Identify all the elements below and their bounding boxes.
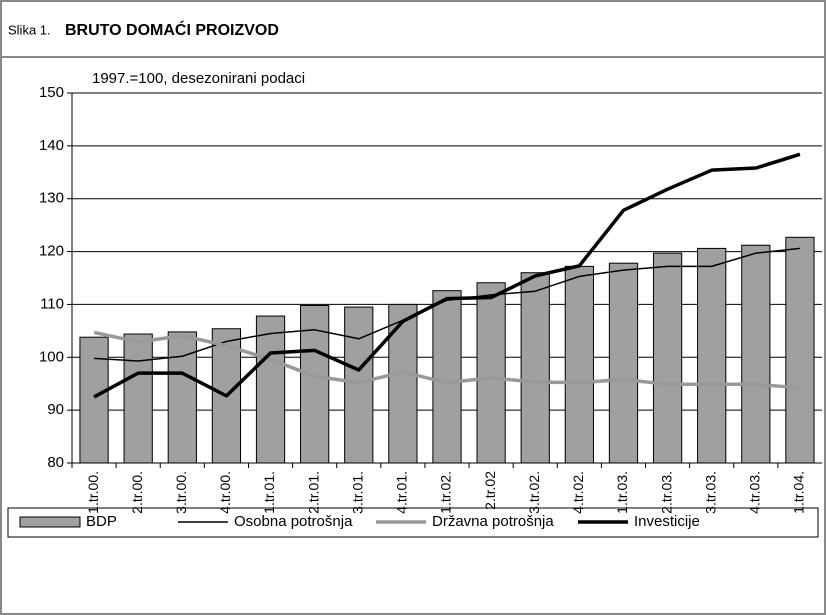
chart-title: BRUTO DOMAĆI PROIZVOD (65, 20, 279, 39)
legend-label: BDP (86, 513, 117, 530)
y-tick-label: 120 (39, 243, 64, 260)
bar (255, 315, 286, 464)
bar (79, 336, 109, 464)
bar (741, 244, 771, 464)
y-tick-label: 110 (40, 295, 64, 312)
x-tick-label: 3.tr.00. (173, 471, 189, 514)
legend-label: Investicije (634, 513, 700, 530)
y-tick-label: 150 (39, 84, 64, 101)
x-tick-label: 3.tr.02. (526, 471, 542, 514)
y-tick-label: 140 (39, 137, 64, 154)
x-tick-label: 1.tr.03. (614, 471, 630, 514)
bar (344, 306, 374, 464)
bar (476, 282, 506, 464)
bar (652, 252, 683, 464)
y-tick-label: 100 (39, 348, 64, 365)
legend-label: Državna potrošnja (432, 513, 554, 530)
line (93, 330, 801, 390)
x-tick-label: 2.tr.02 (482, 471, 498, 510)
bar (564, 265, 594, 464)
x-tick-label: 1.tr.04. (791, 471, 807, 514)
bar (123, 333, 153, 464)
bar (167, 331, 197, 464)
bar (520, 272, 550, 464)
x-tick-label: 2.tr.00. (129, 471, 145, 514)
x-tick-label: 1.tr.01. (261, 471, 277, 514)
x-tick-label: 4.tr.00. (217, 471, 233, 514)
y-tick-label: 80 (47, 454, 64, 471)
y-tick-label: 130 (39, 190, 64, 207)
line (93, 152, 801, 399)
bar (697, 247, 727, 464)
bar (608, 262, 639, 464)
y-tick-label: 90 (47, 401, 64, 418)
figure-label: Slika 1. (8, 22, 51, 37)
x-tick-label: 1.tr.00. (85, 471, 101, 514)
bar (388, 303, 418, 464)
legend-label: Osobna potrošnja (234, 513, 353, 530)
legend-swatch (19, 516, 81, 528)
bar (785, 236, 815, 464)
x-tick-label: 3.tr.03. (702, 471, 718, 514)
bar (432, 290, 462, 464)
x-tick-label: 4.tr.03. (747, 471, 763, 514)
x-tick-label: 2.tr.01. (305, 471, 321, 514)
subtitle: 1997.=100, desezonirani podaci (92, 70, 305, 87)
x-tick-label: 4.tr.02. (570, 471, 586, 514)
x-tick-label: 4.tr.01. (394, 471, 410, 514)
x-tick-label: 3.tr.01. (349, 471, 365, 514)
x-tick-label: 2.tr.03. (658, 471, 674, 514)
x-tick-label: 1.tr.02. (438, 471, 454, 514)
